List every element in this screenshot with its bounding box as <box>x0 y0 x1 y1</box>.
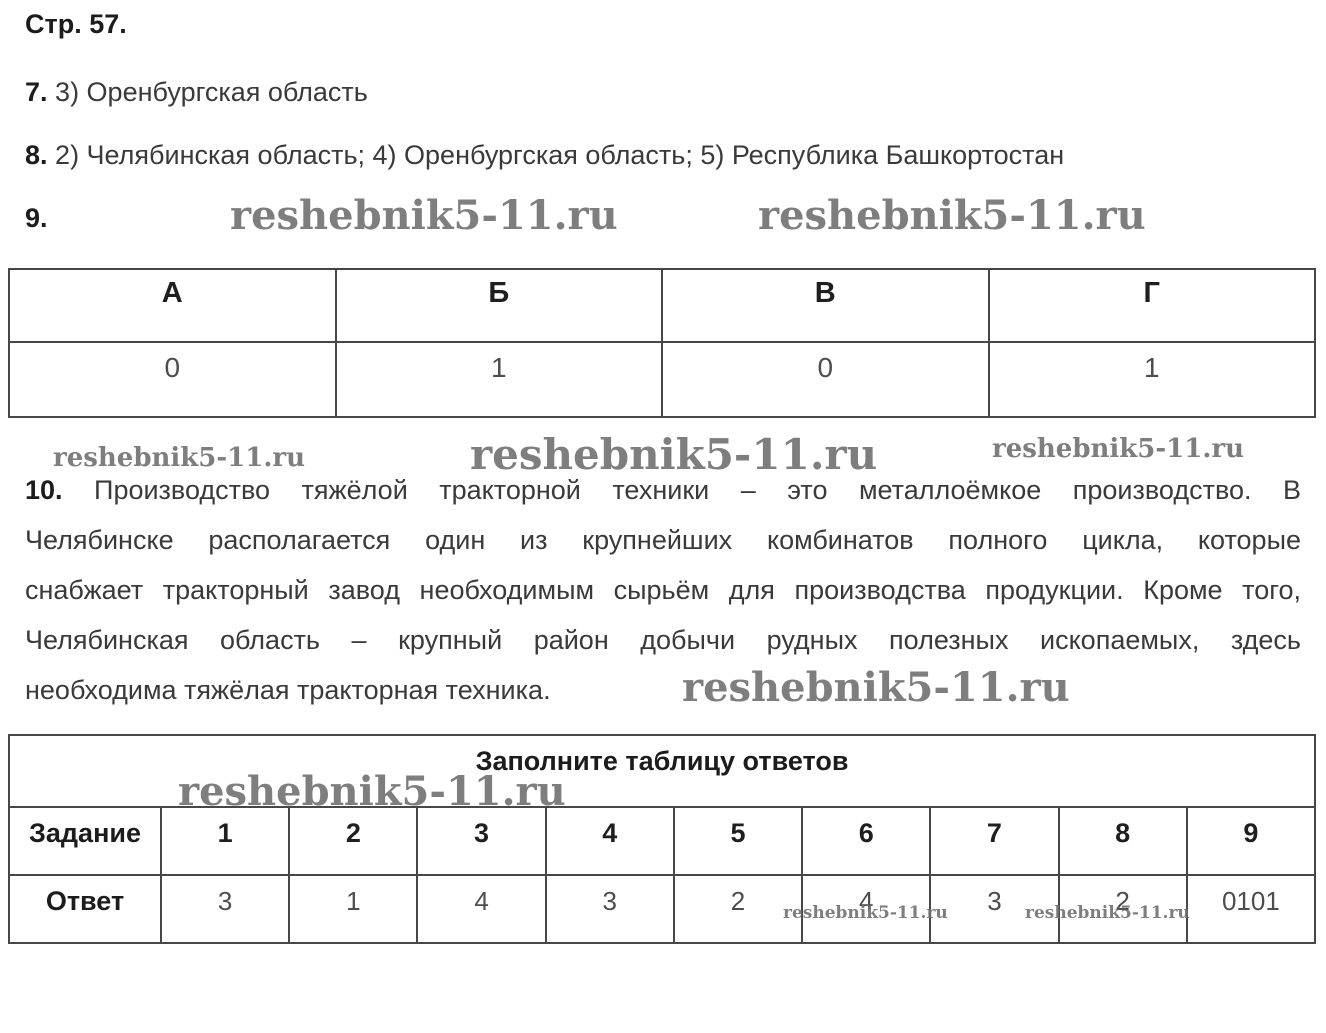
paragraph-10-line-2: Челябинске располагается один из крупней… <box>25 525 1301 555</box>
watermark: reshebnik5-11.ru <box>992 434 1245 464</box>
watermark: reshebnik5-11.ru <box>758 192 1146 239</box>
task-number: 4 <box>544 806 675 876</box>
task-number: 3 <box>416 806 547 876</box>
task-number: 8 <box>1057 806 1188 876</box>
paragraph-10-line-1: 10. Производство тяжёлой тракторной техн… <box>25 475 1301 505</box>
answers-table-title-row: Заполните таблицу ответов <box>8 734 1316 808</box>
item-7-text: 3) Оренбургская область <box>55 77 368 107</box>
match-value-b: 1 <box>334 341 663 418</box>
match-table: А Б В Г 0 1 0 1 <box>8 268 1316 418</box>
answer-value: 2 <box>672 874 804 944</box>
page-title: Стр. 57. <box>25 9 127 39</box>
item-7: 7. 3) Оренбургская область <box>25 77 368 108</box>
watermark: reshebnik5-11.ru <box>783 903 948 923</box>
match-header-b: Б <box>334 268 663 343</box>
watermark: reshebnik5-11.ru <box>178 768 566 815</box>
item-8: 8. 2) Челябинская область; 4) Оренбургск… <box>25 140 1064 171</box>
paragraph-10-line-3: снабжает тракторный завод необходимым сы… <box>25 575 1301 605</box>
answer-value: 4 <box>801 874 932 944</box>
watermark: reshebnik5-11.ru <box>1025 903 1190 923</box>
answer-value: 0101 <box>1185 874 1317 944</box>
item-8-text: 2) Челябинская область; 4) Оренбургская … <box>55 140 1065 170</box>
match-table-header-row: А Б В Г <box>8 268 1316 343</box>
paragraph-10-number: 10. <box>25 475 63 505</box>
paragraph-10-line-4: Челябинская область – крупный район добы… <box>25 625 1301 655</box>
answers-table-task-row: Задание 1 2 3 4 5 6 7 8 9 <box>8 806 1317 876</box>
paragraph-10: 10. Производство тяжёлой тракторной техн… <box>25 465 1301 715</box>
answers-table: Заполните таблицу ответов Задание 1 2 3 … <box>8 734 1317 944</box>
watermark: reshebnik5-11.ru <box>682 664 1070 711</box>
task-number: 1 <box>159 806 291 876</box>
match-value-a: 0 <box>8 341 337 418</box>
watermark: reshebnik5-11.ru <box>470 430 878 479</box>
item-7-number: 7. <box>25 77 48 107</box>
answer-row-label: Ответ <box>8 874 162 944</box>
match-value-g: 1 <box>987 341 1316 418</box>
task-number: 7 <box>929 806 1060 876</box>
answer-value: 3 <box>544 874 675 944</box>
answer-value: 2 <box>1057 874 1188 944</box>
answer-value: 3 <box>929 874 1060 944</box>
task-number: 9 <box>1185 806 1317 876</box>
watermark: reshebnik5-11.ru <box>53 443 306 473</box>
task-number: 5 <box>672 806 804 876</box>
answer-value: 1 <box>288 874 419 944</box>
item-9: 9. <box>25 203 48 234</box>
answer-value: 3 <box>159 874 291 944</box>
task-number: 6 <box>801 806 932 876</box>
item-9-number: 9. <box>25 203 48 233</box>
match-header-g: Г <box>987 268 1316 343</box>
task-row-label: Задание <box>8 806 162 876</box>
answer-value: 4 <box>416 874 547 944</box>
match-table-value-row: 0 1 0 1 <box>8 341 1316 418</box>
answers-table-answer-row: Ответ 3 1 4 3 2 4 3 2 0101 <box>8 874 1317 944</box>
item-8-number: 8. <box>25 140 48 170</box>
match-value-v: 0 <box>661 341 990 418</box>
paragraph-10-line-5: необходима тяжёлая тракторная техника. <box>25 675 551 705</box>
task-number: 2 <box>288 806 419 876</box>
answers-table-title: Заполните таблицу ответов <box>8 734 1316 808</box>
match-header-v: В <box>661 268 990 343</box>
match-header-a: А <box>8 268 337 343</box>
watermark: reshebnik5-11.ru <box>230 192 618 239</box>
